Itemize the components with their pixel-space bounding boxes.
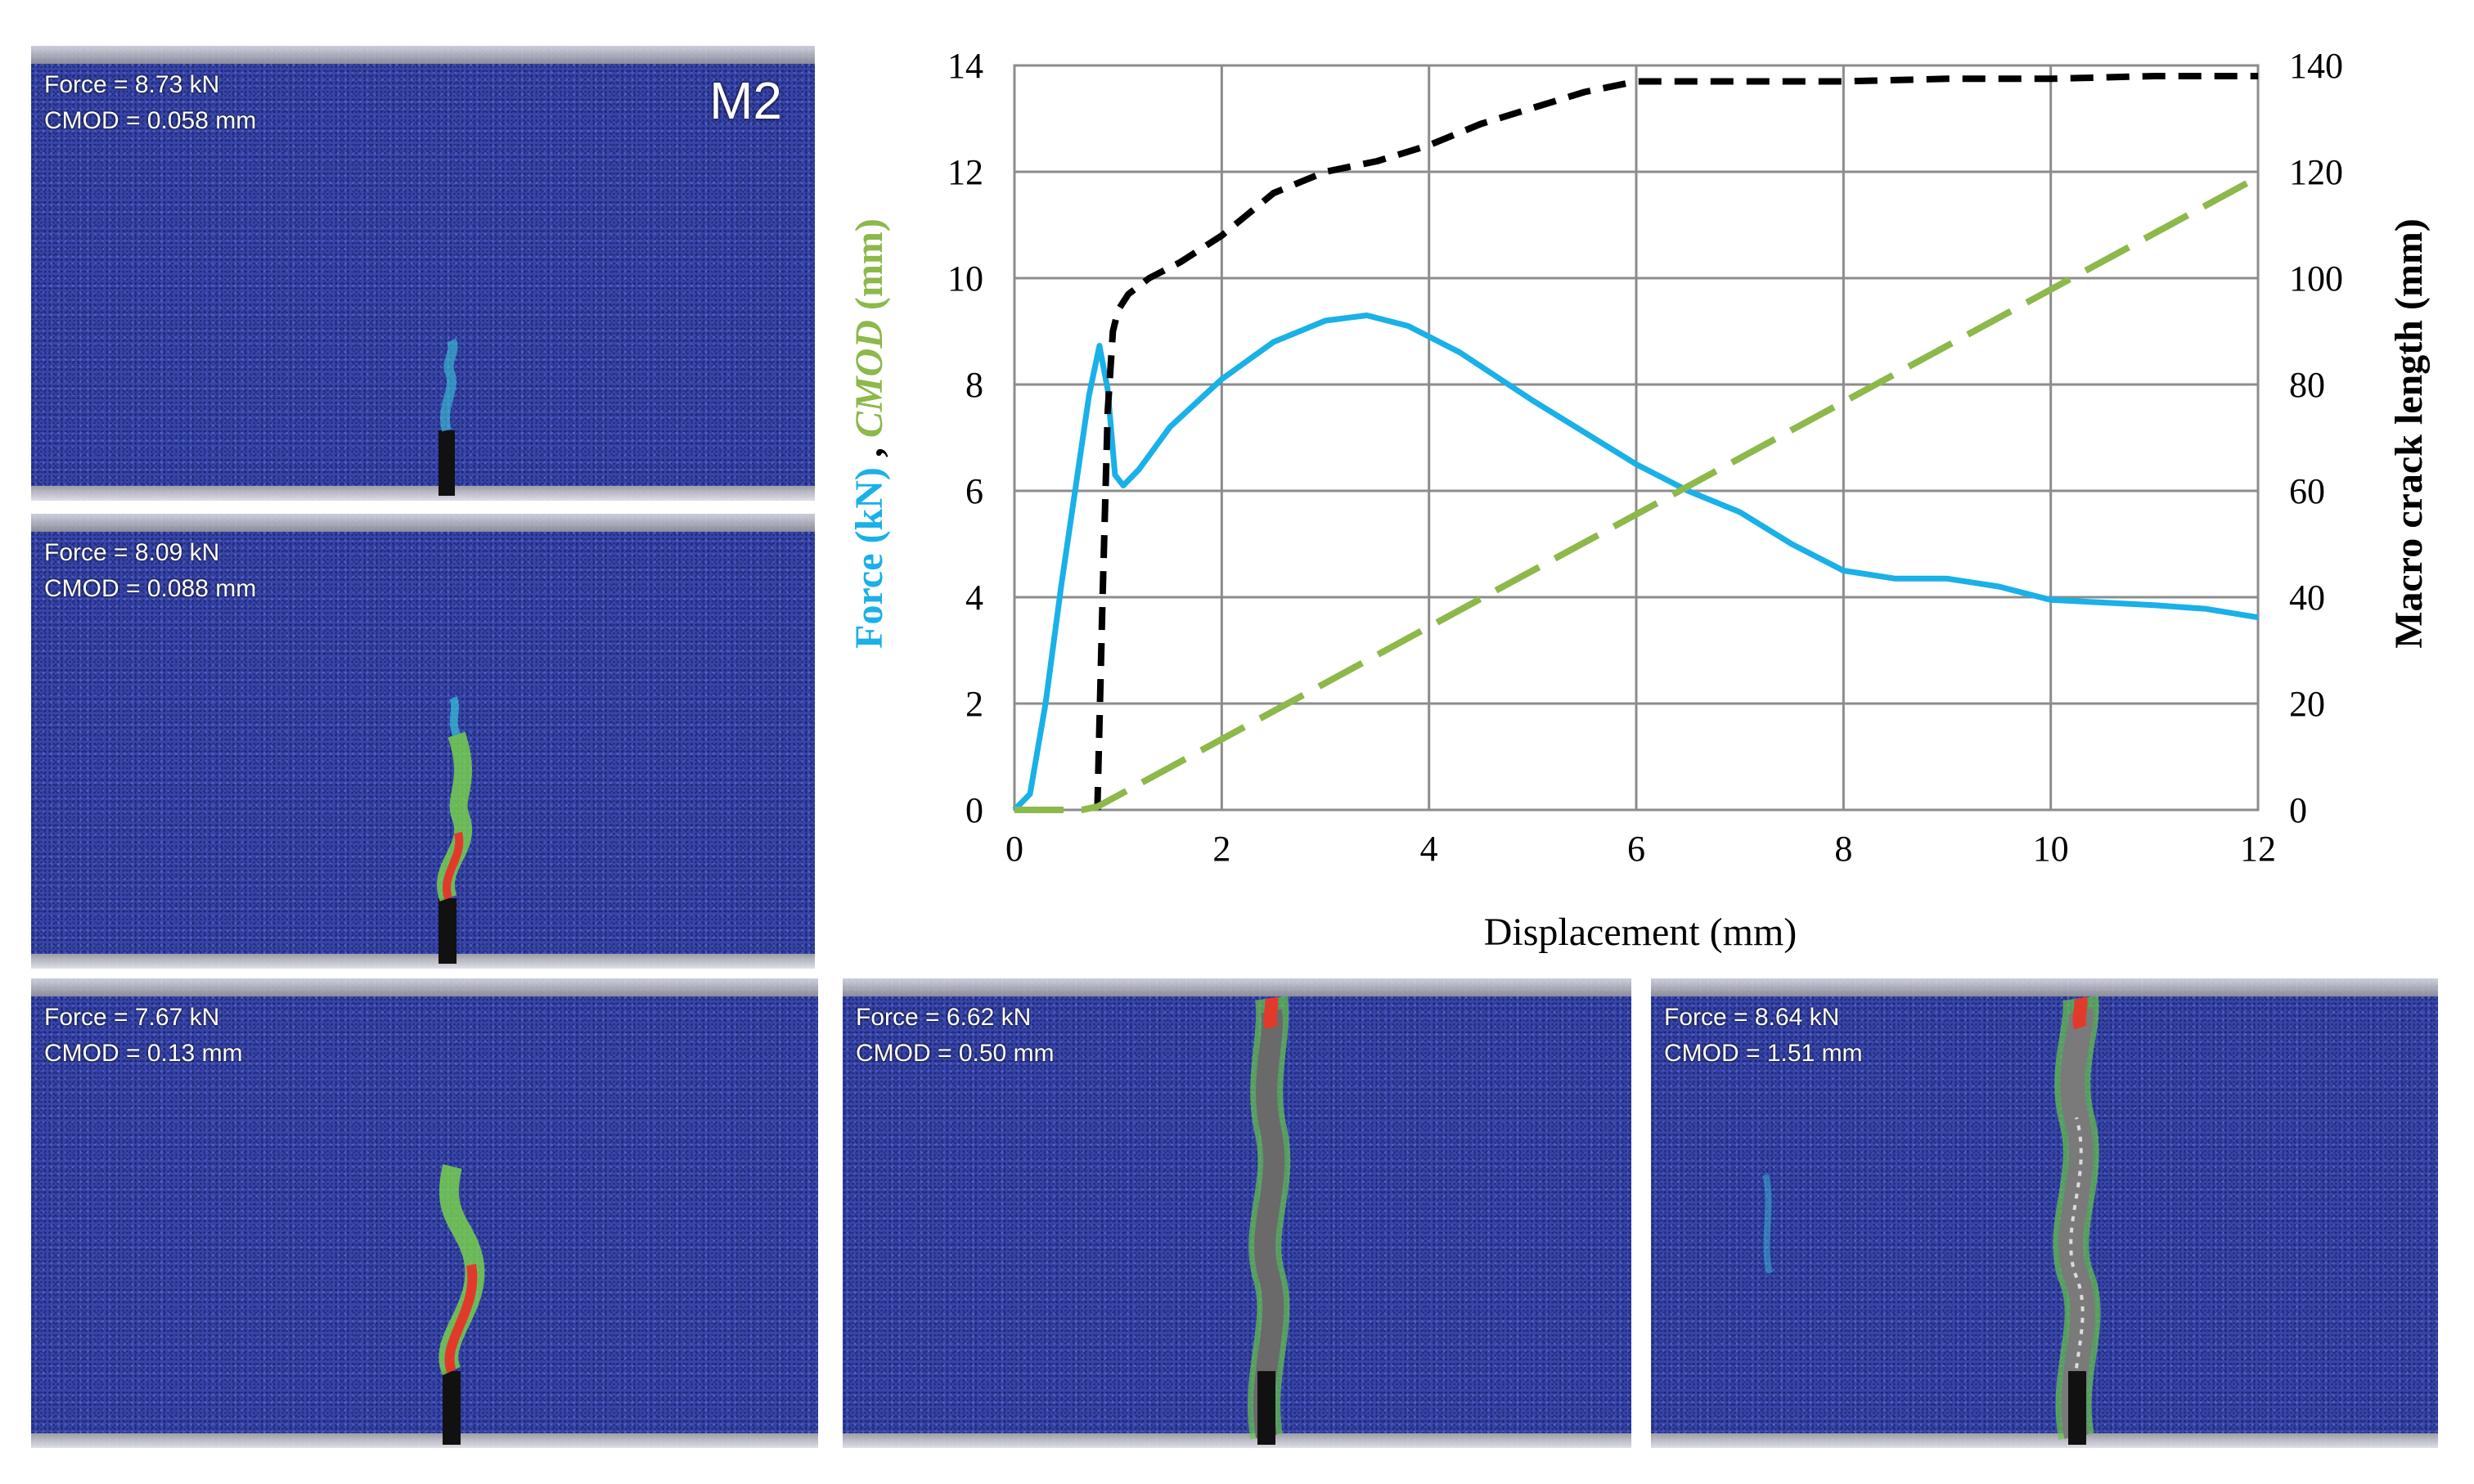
- dic-panel-2: Force = 8.09 kN CMOD = 0.088 mm: [31, 514, 815, 969]
- specimen-top-edge: [31, 514, 815, 532]
- dic-panel-1: Force = 8.73 kN CMOD = 0.058 mm M2: [31, 46, 815, 501]
- left-tick-label: 0: [965, 790, 983, 830]
- right-tick-label: 60: [2289, 471, 2325, 511]
- x-axis-title: Displacement (mm): [1484, 911, 1797, 954]
- specimen-top-edge: [31, 46, 815, 64]
- crack-overlay: [436, 696, 473, 964]
- force-readout: Force = 6.62 kN: [856, 1004, 1032, 1031]
- specimen-top-edge: [31, 978, 818, 996]
- right-tick-label: 140: [2289, 46, 2343, 86]
- x-tick-label: 8: [1834, 829, 1852, 869]
- x-tick-label: 4: [1420, 829, 1438, 869]
- left-tick-label: 2: [965, 684, 983, 724]
- dic-panel-5: Force = 8.64 kN CMOD = 1.51 mm: [1651, 978, 2438, 1448]
- force-series-line: [1012, 313, 2259, 812]
- panel-caption: Force = 8.64 kN CMOD = 1.51 mm: [1664, 1000, 1863, 1072]
- x-tick-label: 6: [1627, 829, 1645, 869]
- left-tick-label: 4: [965, 578, 983, 618]
- crack-overlay: [439, 338, 458, 496]
- x-tick-label: 10: [2033, 829, 2069, 869]
- grid: [1013, 64, 2260, 812]
- force-readout: Force = 8.64 kN: [1664, 1004, 1840, 1031]
- dic-panel-4: Force = 6.62 kN CMOD = 0.50 mm: [843, 978, 1631, 1448]
- cmod-readout: CMOD = 0.088 mm: [44, 575, 257, 602]
- crack-overlay: [1762, 995, 2101, 1445]
- specimen-bottom-edge: [31, 1433, 818, 1448]
- right-tick-label: 20: [2289, 684, 2325, 724]
- x-tick-label: 2: [1212, 829, 1230, 869]
- left-tick-label: 6: [965, 471, 983, 511]
- force-readout: Force = 8.09 kN: [44, 539, 220, 566]
- right-tick-label: 0: [2289, 790, 2307, 830]
- panel-caption: Force = 8.73 kN CMOD = 0.058 mm: [44, 67, 256, 139]
- panel-caption: Force = 7.67 kN CMOD = 0.13 mm: [44, 1000, 243, 1072]
- cmod-readout: CMOD = 1.51 mm: [1664, 1040, 1863, 1067]
- crack-overlay: [1248, 996, 1291, 1445]
- plot-frame: [1013, 64, 2260, 812]
- right-axis-ticks: 0 20 40 60 80 100 120 140: [2289, 46, 2343, 830]
- right-tick-label: 40: [2289, 578, 2325, 618]
- x-tick-label: 12: [2240, 829, 2276, 869]
- force-cmod-crack-chart: 0 2 4 6 8 10 12 14 0 20 40 60 80 100 120 140 0 2 4 6 8 10 12…: [848, 46, 2431, 954]
- specimen-bottom-edge: [31, 954, 815, 969]
- left-tick-label: 8: [965, 365, 983, 405]
- force-readout: Force = 8.73 kN: [44, 71, 220, 98]
- left-axis-title: Force (kN) , CMOD (mm): [848, 218, 891, 649]
- force-readout: Force = 7.67 kN: [44, 1004, 220, 1031]
- left-axis-ticks: 0 2 4 6 8 10 12 14: [947, 46, 983, 830]
- right-tick-label: 100: [2289, 259, 2343, 299]
- specimen-bottom-edge: [1651, 1433, 2438, 1448]
- crack-overlay: [439, 1164, 485, 1445]
- specimen-tag: M2: [709, 71, 782, 130]
- left-tick-label: 12: [947, 152, 983, 192]
- right-tick-label: 120: [2289, 152, 2343, 192]
- left-axis-title-separator: ,: [848, 438, 891, 467]
- right-tick-label: 80: [2289, 365, 2325, 405]
- dic-panel-3: Force = 7.67 kN CMOD = 0.13 mm: [31, 978, 818, 1448]
- left-axis-title-unit: (mm): [848, 218, 891, 320]
- crack-length-series-line: [1094, 73, 2258, 811]
- left-axis-title-cmod: CMOD: [848, 320, 891, 438]
- specimen-top-edge: [843, 978, 1631, 996]
- cmod-series-line: [1014, 173, 2260, 813]
- left-axis-title-force: Force (kN): [848, 467, 891, 649]
- cmod-readout: CMOD = 0.13 mm: [44, 1040, 243, 1067]
- panel-caption: Force = 8.09 kN CMOD = 0.088 mm: [44, 535, 256, 607]
- series-layer: [1012, 73, 2260, 813]
- x-tick-label: 0: [1005, 829, 1023, 869]
- panel-caption: Force = 6.62 kN CMOD = 0.50 mm: [856, 1000, 1055, 1072]
- specimen-bottom-edge: [31, 486, 815, 501]
- specimen-bottom-edge: [843, 1433, 1631, 1448]
- x-axis-ticks: 0 2 4 6 8 10 12: [1005, 829, 2276, 869]
- right-axis-title: Macro crack length (mm): [2387, 218, 2431, 649]
- cmod-readout: CMOD = 0.058 mm: [44, 107, 257, 134]
- left-tick-label: 10: [947, 259, 983, 299]
- left-tick-label: 14: [947, 46, 983, 86]
- specimen-top-edge: [1651, 978, 2438, 996]
- cmod-readout: CMOD = 0.50 mm: [856, 1040, 1055, 1067]
